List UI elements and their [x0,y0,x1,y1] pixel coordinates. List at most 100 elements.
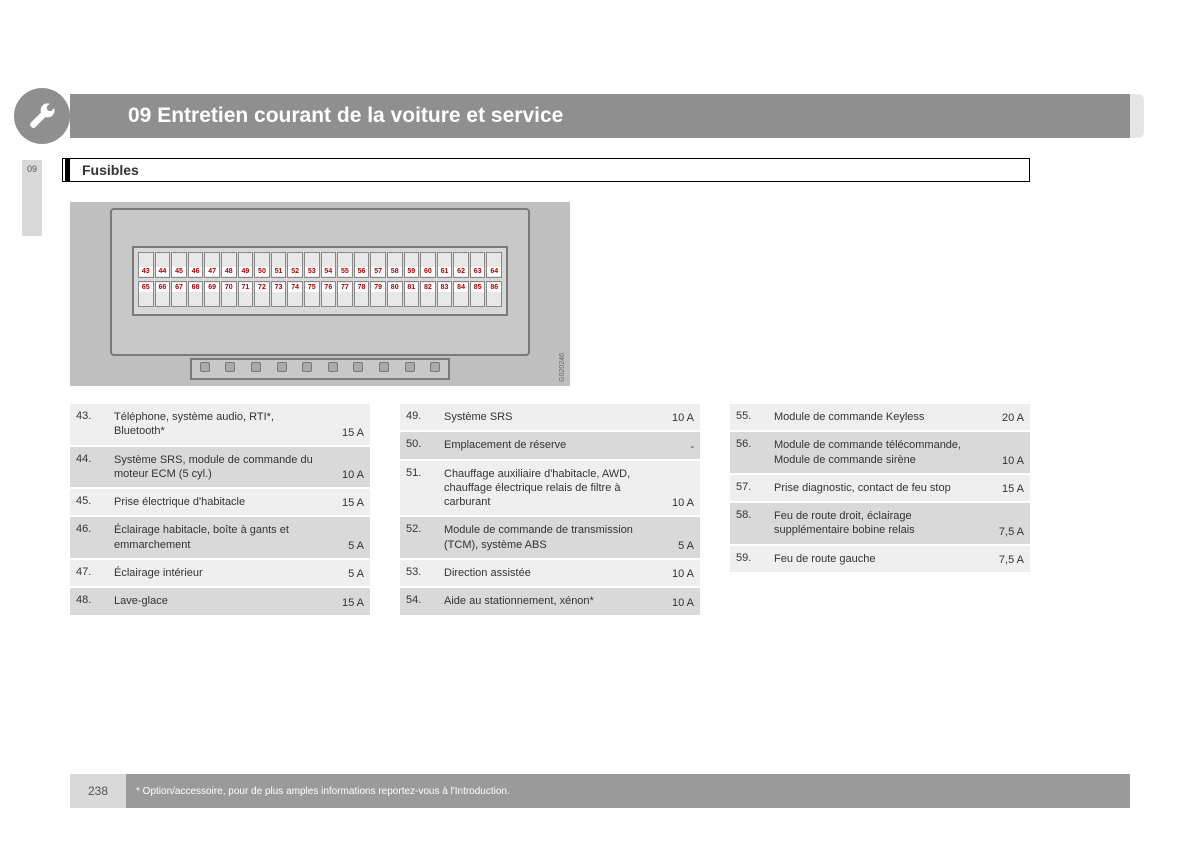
fuse-slot: 55 [337,252,353,278]
fuse-desc: Prise diagnostic, contact de feu stop [772,475,978,501]
fuse-slot: 85 [470,281,486,307]
fuse-number: 50 [255,267,269,276]
fuse-amp: 20 A [978,404,1030,430]
fuse-id: 50. [400,432,442,458]
table-row: 57.Prise diagnostic, contact de feu stop… [730,473,1030,501]
fuse-desc: Système SRS [442,404,648,430]
fuse-desc: Téléphone, système audio, RTI*, Bluetoot… [112,404,318,445]
fuse-number: 86 [487,283,501,292]
fuse-number: 84 [454,283,468,292]
fuse-slot: 51 [271,252,287,278]
chapter-header: 09 Entretien courant de la voiture et se… [70,94,1130,138]
table-row: 46.Éclairage habitacle, boîte à gants et… [70,515,370,558]
fuse-id: 45. [70,489,112,515]
fuse-number: 64 [487,267,501,276]
fuse-number: 49 [239,267,253,276]
fuse-slot: 66 [155,281,171,307]
fuse-number: 74 [288,283,302,292]
fuse-amp: 15 A [318,588,370,614]
table-row: 50.Emplacement de réserve- [400,430,700,458]
fuse-desc: Système SRS, module de commande du moteu… [112,447,318,488]
table-row: 59.Feu de route gauche7,5 A [730,544,1030,572]
subtitle-marker [65,159,70,181]
fuse-slot: 53 [304,252,320,278]
fuse-slot: 54 [321,252,337,278]
fuse-slot: 49 [238,252,254,278]
table-row: 58.Feu de route droit, éclai­rage supplé… [730,501,1030,544]
fuse-number: 76 [322,283,336,292]
fuse-number: 63 [471,267,485,276]
fuse-desc: Feu de route gauche [772,546,978,572]
fuse-desc: Lave-glace [112,588,318,614]
fuse-slot: 83 [437,281,453,307]
fuse-amp: 15 A [318,404,370,445]
fuse-desc: Emplacement de réserve [442,432,648,458]
fuse-table-col2: 49.Système SRS10 A50.Emplacement de rése… [400,402,700,615]
fuse-desc: Module de commande Keyless [772,404,978,430]
table-row: 49.Système SRS10 A [400,402,700,430]
fuse-slot: 58 [387,252,403,278]
fuse-number: 54 [322,267,336,276]
fuse-desc: Éclairage intérieur [112,560,318,586]
fuse-number: 44 [156,267,170,276]
header-tail [1130,94,1144,138]
fuse-slot: 60 [420,252,436,278]
mount-tabs [190,358,450,380]
fuse-id: 53. [400,560,442,586]
table-row: 52.Module de commande de transmission (T… [400,515,700,558]
fuse-slot: 78 [354,281,370,307]
fuse-amp: 10 A [648,560,700,586]
fuse-id: 44. [70,447,112,488]
fuse-amp: 5 A [648,517,700,558]
fuse-tables: 43.Téléphone, système audio, RTI*, Bluet… [70,402,1030,615]
fuse-slot: 72 [254,281,270,307]
diagram-code: G020246 [559,353,566,382]
fuse-number: 47 [205,267,219,276]
fuse-amp: 10 A [648,461,700,516]
fuse-row-top: 4344454647484950515253545556575859606162… [138,252,502,278]
fuse-slot: 67 [171,281,187,307]
fuse-number: 51 [272,267,286,276]
fuse-slot: 79 [370,281,386,307]
fuse-number: 52 [288,267,302,276]
fuse-number: 58 [388,267,402,276]
fuse-id: 47. [70,560,112,586]
fuse-number: 60 [421,267,435,276]
fuse-number: 56 [355,267,369,276]
table-row: 53.Direction assistée10 A [400,558,700,586]
fuse-number: 85 [471,283,485,292]
fuse-slot: 77 [337,281,353,307]
table-row: 47.Éclairage intérieur5 A [70,558,370,586]
table-row: 45.Prise électrique d'habita­cle15 A [70,487,370,515]
fuse-desc: Chauffage auxiliaire d'habitacle, AWD, c… [442,461,648,516]
subtitle-text: Fusibles [82,162,139,178]
fuse-desc: Module de commande télécommande, Module … [772,432,978,473]
fuse-id: 46. [70,517,112,558]
fuse-id: 49. [400,404,442,430]
fuse-id: 58. [730,503,772,544]
fuse-number: 72 [255,283,269,292]
fuse-table-col3: 55.Module de commande Keyless20 A56.Modu… [730,402,1030,615]
table-row: 54.Aide au stationnement, xénon*10 A [400,586,700,614]
subtitle-bar: Fusibles [62,158,1030,182]
page-content: 09 Entretien courant de la voiture et se… [70,94,1130,615]
fuse-slot: 45 [171,252,187,278]
fuse-number: 83 [438,283,452,292]
fuse-slot: 44 [155,252,171,278]
chapter-tab: 09 [22,160,42,236]
fuse-slot: 52 [287,252,303,278]
fuse-number: 71 [239,283,253,292]
fuse-slot: 61 [437,252,453,278]
fusebox-diagram: 4344454647484950515253545556575859606162… [70,202,570,386]
fuse-slot: 70 [221,281,237,307]
fuse-id: 55. [730,404,772,430]
fuse-slot: 69 [204,281,220,307]
fuse-amp: 7,5 A [978,546,1030,572]
fuse-desc: Feu de route droit, éclai­rage supplémen… [772,503,978,544]
fuse-number: 67 [172,283,186,292]
wrench-icon [14,88,70,144]
fuse-amp: 7,5 A [978,503,1030,544]
fuse-number: 65 [139,283,153,292]
fuse-number: 69 [205,283,219,292]
fuse-desc: Éclairage habitacle, boîte à gants et em… [112,517,318,558]
